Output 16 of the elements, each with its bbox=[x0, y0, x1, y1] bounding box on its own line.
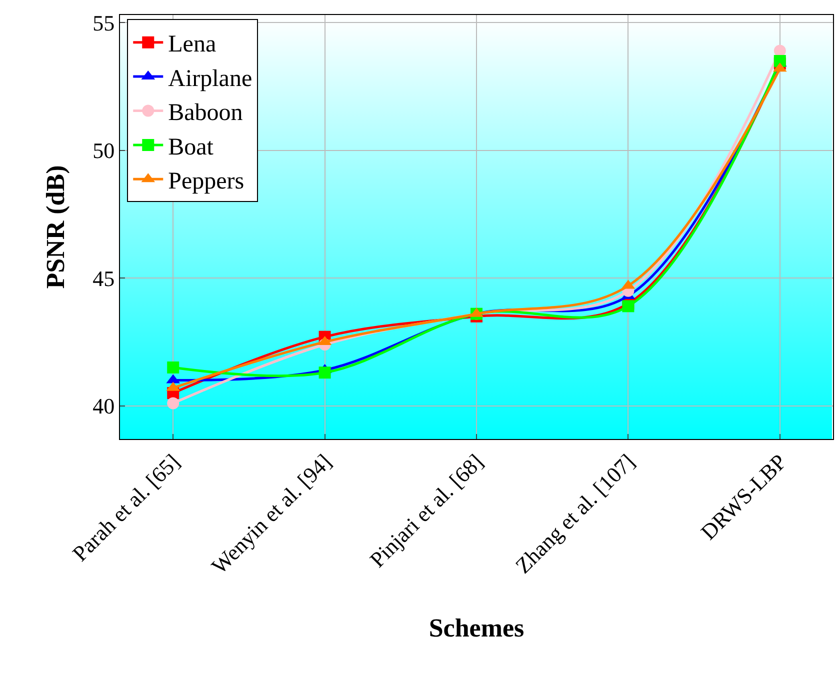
y-axis-title: PSNR (dB) bbox=[41, 165, 70, 289]
point bbox=[318, 366, 331, 379]
y-tick-label: 40 bbox=[92, 394, 115, 418]
y-tick-label: 55 bbox=[92, 10, 115, 36]
legend-label: Baboon bbox=[168, 100, 243, 126]
legend-label: Lena bbox=[168, 32, 216, 58]
y-tick-label: 50 bbox=[92, 138, 115, 164]
point bbox=[774, 54, 786, 67]
point bbox=[167, 361, 180, 374]
point bbox=[622, 300, 634, 312]
legend-label: Boat bbox=[168, 134, 214, 160]
x-axis-title: Schemes bbox=[428, 613, 524, 642]
point bbox=[167, 397, 180, 410]
legend-label: Airplane bbox=[168, 66, 252, 92]
y-tick-label: 45 bbox=[92, 266, 115, 291]
legend-label: Peppers bbox=[168, 168, 244, 194]
